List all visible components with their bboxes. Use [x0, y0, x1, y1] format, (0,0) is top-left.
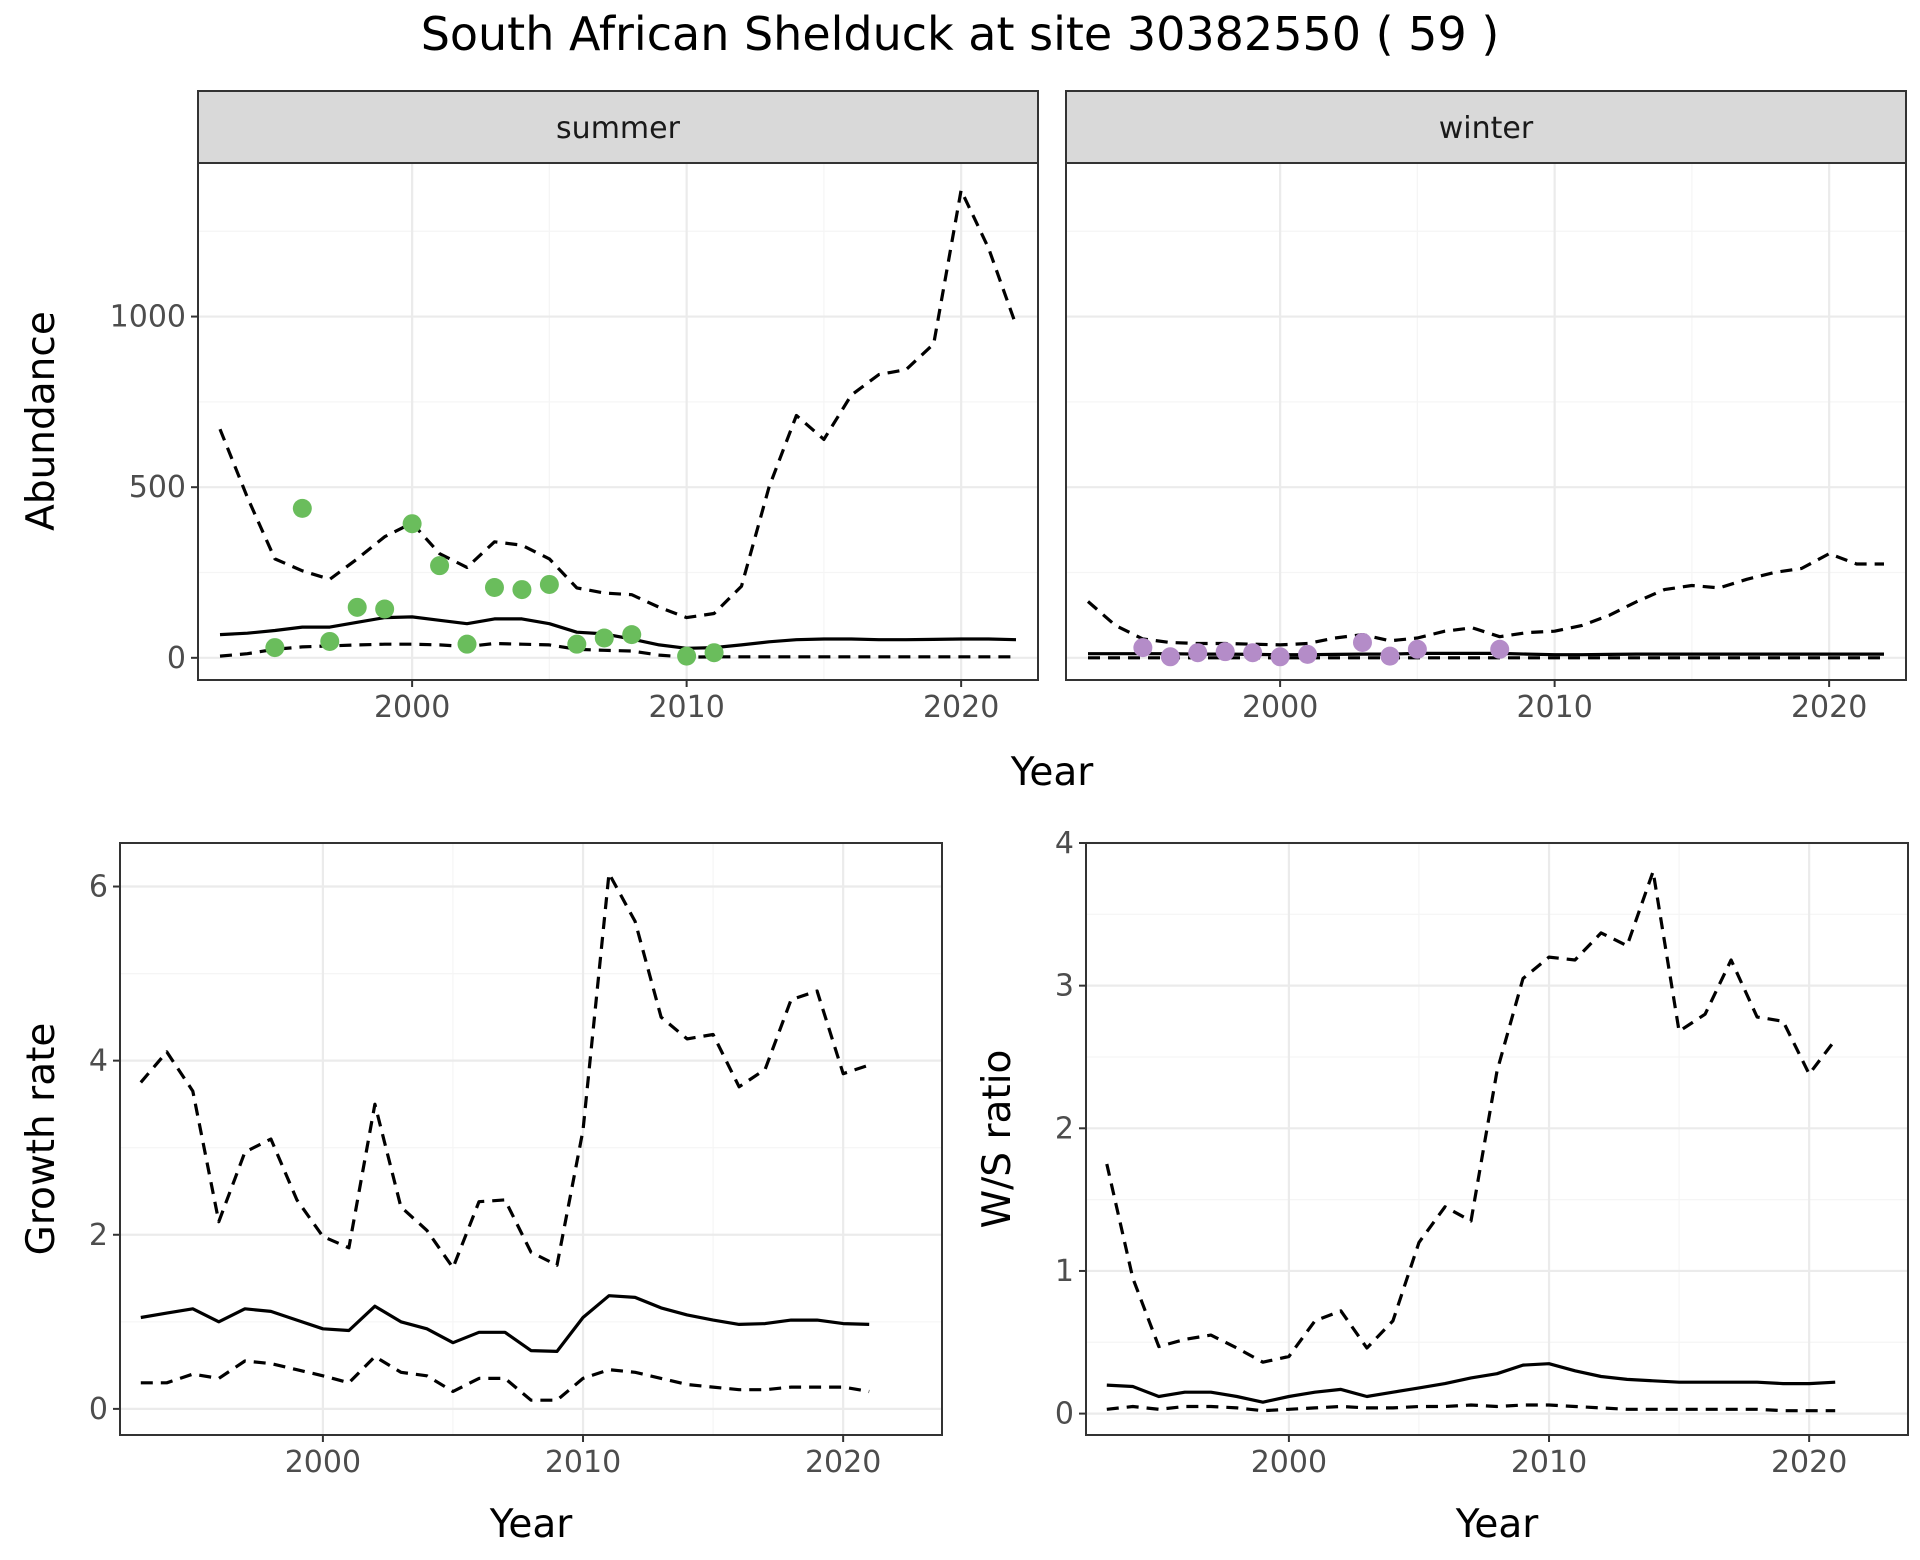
mean-line: [1106, 1362, 1836, 1404]
y-axis-title: Growth rate: [19, 1023, 64, 1256]
facet-label: summer: [556, 111, 681, 146]
x-tick-label: 2020: [805, 1445, 881, 1480]
x-tick-label: 2000: [1251, 1445, 1327, 1480]
observed-point: [292, 498, 312, 518]
observed-point: [1243, 643, 1263, 663]
y-tick-label: 1: [1055, 1254, 1074, 1289]
observed-point: [1352, 632, 1372, 652]
y-tick-label: 0: [89, 1392, 108, 1427]
x-axis-title: Year: [1455, 1502, 1540, 1547]
x-tick-label: 2020: [1791, 690, 1867, 725]
facet-strip: [197, 90, 1039, 164]
y-tick-label: 1000: [110, 300, 186, 335]
observed-point: [1380, 646, 1400, 666]
growth-rate-chart: 2000 2010 2020 0 2 4 6 Year Growth rate: [19, 842, 943, 1547]
observed-point: [457, 634, 477, 654]
mean-line: [219, 615, 1017, 650]
lower-ci-line: [1106, 1403, 1836, 1413]
x-tick-label: 2010: [1511, 1445, 1587, 1480]
ws-ratio-chart: 2000 2010 2020 0 1 2 3 4 Year W/S ratio: [975, 826, 1909, 1547]
panel-border: [1065, 162, 1907, 681]
facet-panel-winter: winter 2000 2010 2020: [1065, 90, 1907, 725]
observed-point: [1490, 639, 1510, 659]
observed-point: [539, 574, 559, 594]
observed-point: [512, 580, 532, 600]
x-tick-label: 2010: [545, 1445, 621, 1480]
observed-point: [704, 643, 724, 663]
main-title: South African Shelduck at site 30382550 …: [421, 7, 1500, 61]
observed-point: [567, 634, 587, 654]
lower-ci-line: [219, 641, 1016, 659]
observed-point: [375, 599, 395, 619]
y-tick-label: 4: [1055, 826, 1074, 861]
x-tick-label: 2010: [1516, 690, 1592, 725]
facet-strip: [1065, 90, 1907, 164]
lower-ci-line: [140, 1354, 870, 1402]
observed-point: [1407, 639, 1427, 659]
y-tick-label: 3: [1055, 969, 1074, 1004]
facet-panel-summer: summer 2000 2010 2020 0 500 1000: [110, 90, 1039, 725]
observed-point: [320, 631, 340, 651]
observed-point: [1133, 638, 1153, 658]
x-tick-label: 2020: [1771, 1445, 1847, 1480]
observed-point: [347, 597, 367, 617]
panel-border: [1085, 842, 1909, 1436]
upper-ci-line: [218, 188, 1018, 620]
facet-label: winter: [1439, 111, 1534, 146]
observed-point: [1298, 644, 1318, 664]
x-tick-label: 2000: [285, 1445, 361, 1480]
y-tick-label: 500: [129, 470, 186, 505]
y-axis-title: Abundance: [19, 311, 64, 531]
x-tick-label: 2000: [1242, 690, 1318, 725]
observed-point: [430, 556, 450, 576]
mean-line: [1088, 651, 1884, 657]
upper-ci-line: [1105, 869, 1837, 1364]
observed-point: [402, 514, 422, 534]
observed-point: [1270, 647, 1290, 667]
x-axis-title: Year: [489, 1502, 574, 1547]
observed-point: [677, 646, 697, 666]
x-tick-label: 2020: [923, 690, 999, 725]
y-tick-label: 0: [167, 641, 186, 676]
x-tick-label: 2010: [648, 690, 724, 725]
y-tick-label: 2: [89, 1218, 108, 1253]
observed-point: [622, 625, 642, 645]
panel-border: [119, 842, 943, 1436]
y-tick-label: 4: [89, 1044, 108, 1079]
observed-point: [1188, 643, 1208, 663]
observed-point: [594, 628, 614, 648]
y-tick-label: 2: [1055, 1111, 1074, 1146]
abundance-chart: summer 2000 2010 2020 0 500 1000 winter 2000 2010…: [19, 90, 1907, 795]
observed-point: [484, 578, 504, 598]
y-tick-label: 6: [89, 870, 108, 905]
y-axis-title: W/S ratio: [975, 1050, 1020, 1229]
panel-border: [197, 162, 1039, 681]
x-tick-label: 2000: [374, 690, 450, 725]
x-axis-title: Year: [1010, 750, 1095, 795]
observed-point: [1160, 647, 1180, 667]
observed-point: [1215, 642, 1235, 662]
y-tick-label: 0: [1055, 1397, 1074, 1432]
observed-point: [265, 638, 285, 658]
mean-line: [140, 1294, 870, 1354]
